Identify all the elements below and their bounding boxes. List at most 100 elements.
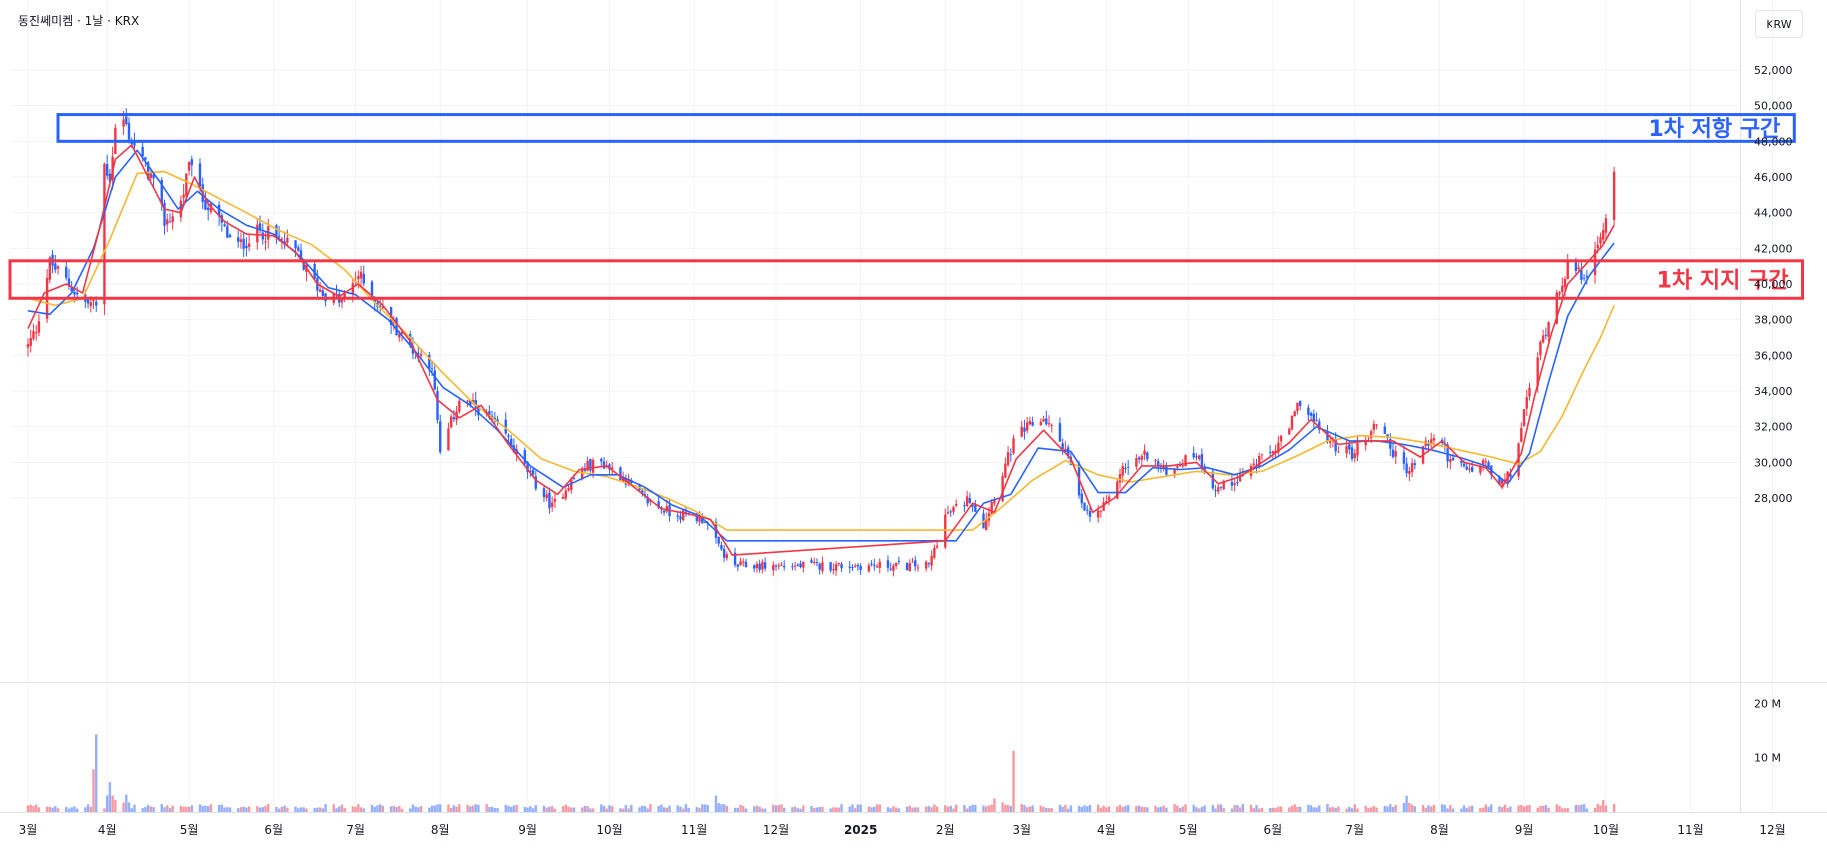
candle-body [1268,452,1272,454]
volume-bar [267,803,270,812]
candle [217,201,221,226]
candle [813,557,816,565]
candle-body [1334,438,1337,452]
volume-bar [1309,805,1313,812]
volume-bar [761,808,764,812]
volume-bar [665,807,669,812]
candle-body [258,223,262,231]
candle [507,433,510,442]
candle-body [419,353,423,356]
volume-bar [209,804,213,812]
volume-bar [1001,802,1004,812]
candle [187,161,191,176]
candle-body [1080,493,1083,504]
candle [228,233,232,238]
candle-body [228,235,232,238]
candle-body [818,563,821,570]
candle-body [92,300,95,302]
volume-bar [605,808,608,812]
volume-bar [294,806,297,812]
x-tick-label: 8월 [431,823,450,837]
candle-body [362,273,365,284]
candle-body [204,199,207,210]
currency-button[interactable]: KRW [1755,10,1803,38]
candle [439,414,442,455]
volume-bar [1088,804,1092,812]
volume-bar [146,804,150,812]
candle [171,212,174,230]
volume-bar [168,808,172,812]
x-tick-label: 3월 [1012,823,1031,837]
candle-body [34,332,38,334]
candle-body [163,202,166,226]
candle-body [239,239,243,243]
volume-bar [1102,805,1105,812]
volume-bar [867,806,871,812]
volume-bar [889,808,892,812]
volume-bar [1391,806,1395,812]
candle [911,558,914,563]
candle-body [908,563,911,572]
volume-bar [95,734,98,812]
candle-body [952,507,955,512]
candle [619,466,622,481]
volume-bar [1047,808,1051,812]
candle-body [1274,450,1277,453]
candle [1025,416,1029,434]
candle [993,497,996,506]
volume-bar [1555,804,1558,812]
candle [897,556,901,565]
candle [1539,340,1542,361]
volume-bar [398,805,401,812]
volume-bar [1121,807,1124,812]
candle-body [1558,292,1561,295]
candle-body [542,488,546,497]
candle-body [430,368,434,370]
candle-body [1083,502,1086,511]
volume-bar [1154,805,1157,812]
candle-body [1154,460,1157,462]
volume-bar [130,808,133,812]
candle-body [944,514,947,548]
candle-body [381,306,385,309]
volume-bar [1501,807,1504,812]
volume-bar [318,807,322,812]
candle [1353,449,1356,463]
volume-bar [34,804,38,812]
candle-body [1410,463,1414,473]
volume-bars [26,734,1616,812]
candle-body [1345,446,1348,454]
candle-body [1501,479,1504,484]
candle-body [1353,453,1356,459]
candle [1099,509,1103,518]
candle-body [829,562,832,571]
volume-bar [1236,805,1239,812]
volume-bar [641,805,644,812]
candle-body [744,561,748,567]
candle-body [813,561,816,563]
candle [974,499,977,513]
candle-body [993,500,996,504]
volume-bar [1069,805,1073,812]
candle-body [1271,451,1275,454]
candle-body [264,241,267,243]
candle-body [1460,461,1463,464]
candle [772,561,775,576]
volume-bar [1214,808,1217,812]
candle-body [586,460,589,471]
volume-bar [987,805,991,812]
candle [1023,419,1026,440]
volume-bar [458,804,461,812]
candle-body [1427,442,1430,446]
volume-bar [1096,804,1100,812]
volume-bar [1116,806,1119,812]
candle-body [1517,443,1520,477]
candle [1561,277,1564,298]
volume-bar [239,807,243,812]
candle-body [856,564,860,567]
candle-body [302,262,305,270]
volume-bar [37,807,41,812]
candle [1124,463,1127,473]
candle-body [1028,421,1032,425]
